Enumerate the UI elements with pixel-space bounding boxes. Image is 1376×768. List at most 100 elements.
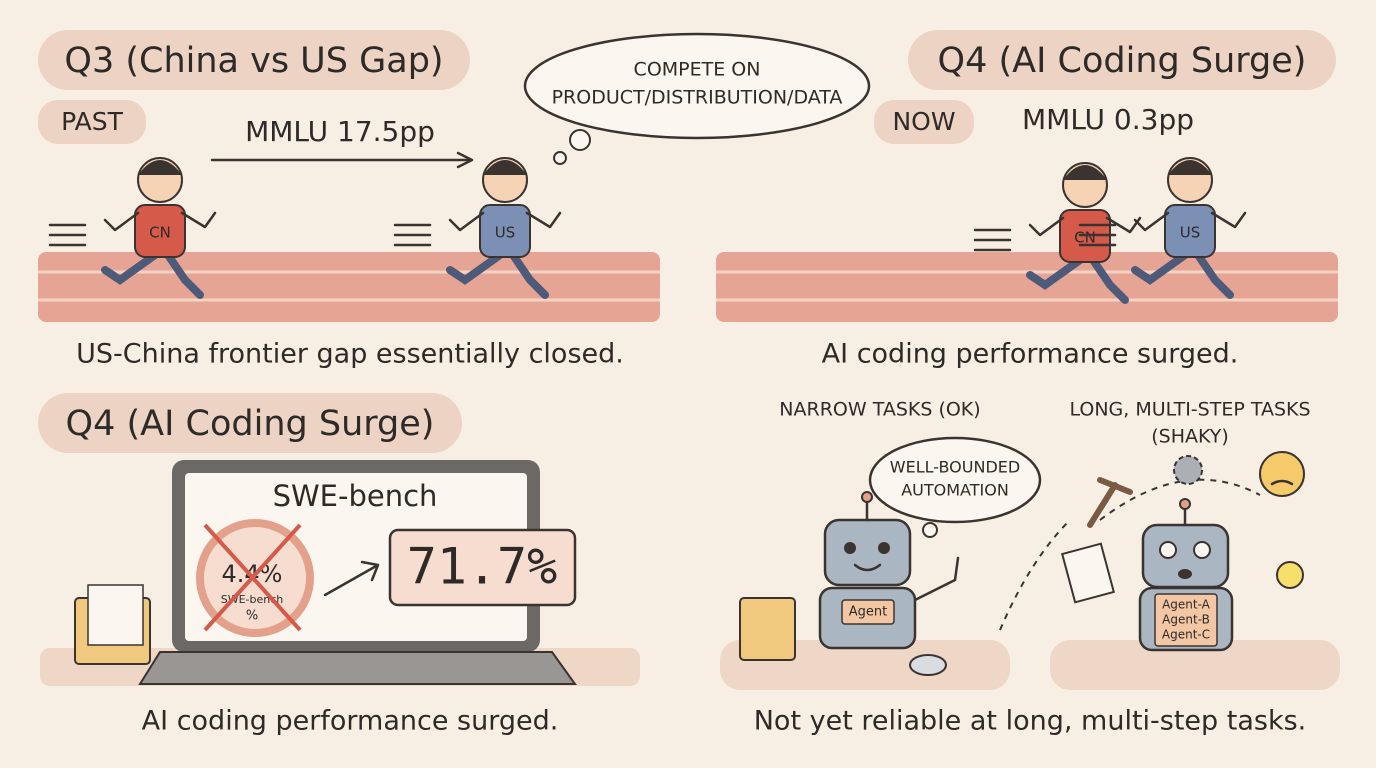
- long-label: (SHAKY): [1151, 426, 1229, 448]
- runner-arm: [448, 211, 485, 232]
- eye: [1193, 541, 1211, 559]
- panel-agents: NARROW TASKS (OK) LONG, MULTI-STEP TASKS…: [720, 399, 1340, 737]
- tag: NOW: [892, 107, 955, 136]
- new-score: 71.7%: [407, 538, 558, 596]
- title-pill: [908, 30, 1336, 90]
- runner-leg: [509, 251, 549, 299]
- score-box: [388, 528, 577, 607]
- mouse: [909, 654, 947, 676]
- cross: [203, 523, 302, 632]
- lightbulb: [1276, 561, 1304, 589]
- tag-pill: [38, 100, 146, 144]
- runner-arm: [180, 211, 217, 229]
- runner-shirt: [1164, 204, 1216, 258]
- runner: CN: [973, 162, 1142, 304]
- runner-arm: [1210, 211, 1247, 229]
- desk: [1050, 640, 1340, 690]
- caption: Not yet reliable at long, multi-step tas…: [754, 706, 1307, 737]
- runner: US: [393, 157, 562, 299]
- runner-leg: [101, 251, 159, 285]
- agent-label: Agent-C: [1162, 628, 1210, 642]
- screen-title: SWE-bench: [273, 479, 438, 513]
- runner-shirt: [134, 204, 186, 258]
- track: [716, 252, 1338, 322]
- worried-face: [1259, 451, 1305, 497]
- thought-line: AUTOMATION: [901, 481, 1009, 500]
- runner-leg: [1131, 251, 1189, 285]
- runner-arm: [1028, 216, 1065, 237]
- runner-leg: [446, 251, 504, 285]
- caption: US-China frontier gap essentially closed…: [76, 339, 624, 370]
- thought-bubble: [868, 436, 1042, 524]
- arrow-head: [456, 151, 474, 169]
- runner-shirt: [479, 204, 531, 258]
- robot-badge: [841, 599, 895, 625]
- runner-hair: [1168, 160, 1212, 175]
- runner-arm: [1133, 211, 1170, 232]
- panel-q4-laptop: Q4 (AI Coding Surge) SWE-bench 4.4% SWE-…: [38, 393, 640, 737]
- thumb-arm: [913, 556, 960, 602]
- bubble-dot: [922, 522, 938, 538]
- narrow-label: NARROW TASKS (OK): [779, 399, 980, 421]
- metric: MMLU 0.3pp: [1022, 103, 1194, 136]
- track: [38, 252, 660, 322]
- eye: [878, 542, 890, 554]
- mouth: [1178, 569, 1192, 579]
- caption: AI coding performance surged.: [822, 339, 1239, 370]
- thought-bubble: [523, 32, 871, 140]
- dashed-path: [999, 519, 1071, 631]
- runner-arm: [103, 211, 140, 232]
- eye: [844, 542, 856, 554]
- frown: [1270, 479, 1294, 486]
- runner-hair: [138, 160, 182, 175]
- metric: MMLU 17.5pp: [245, 115, 435, 148]
- long-label: LONG, MULTI-STEP TASKS: [1069, 399, 1310, 421]
- runner-hair: [1063, 165, 1107, 180]
- title-pill: [38, 30, 470, 90]
- antenna-tip: [861, 491, 873, 503]
- panel-title: Q4 (AI Coding Surge): [938, 41, 1307, 81]
- runner: CN: [48, 157, 217, 299]
- runner-arm: [525, 211, 562, 229]
- improve-arrow: [323, 560, 380, 597]
- mouth: [853, 563, 882, 572]
- robot-badge: [1154, 593, 1218, 647]
- document: [1060, 542, 1116, 604]
- dashed-path: [1099, 478, 1261, 521]
- runner: US: [1078, 157, 1247, 299]
- panel-q4-race: Q4 (AI Coding Surge) NOW MMLU 0.3pp CN US…: [716, 30, 1338, 370]
- runner-leg: [1089, 256, 1129, 304]
- runner-label: CN: [149, 224, 171, 242]
- robot-head: [823, 518, 912, 587]
- gear: [1173, 455, 1203, 485]
- runner-label: US: [495, 224, 516, 242]
- antenna-tip: [1179, 498, 1191, 510]
- panel-title: Q4 (AI Coding Surge): [66, 404, 435, 444]
- panel-q3: Q3 (China vs US Gap) PAST MMLU 17.5pp CO…: [38, 30, 871, 370]
- runner-leg: [1026, 256, 1084, 290]
- bubble-dot: [569, 129, 591, 151]
- agent-label: Agent: [849, 605, 887, 620]
- agent-label: Agent-B: [1162, 613, 1210, 627]
- thought-line: COMPETE ON: [634, 59, 761, 81]
- caption: AI coding performance surged.: [142, 706, 559, 737]
- thought-line: WELL-BOUNDED: [890, 458, 1020, 477]
- bubble-dot: [553, 151, 567, 165]
- thought-line: PRODUCT/DISTRIBUTION/DATA: [552, 87, 843, 109]
- eye: [1159, 541, 1177, 559]
- agent-label: Agent-A: [1162, 598, 1211, 612]
- paper: [87, 584, 144, 646]
- panel-title: Q3 (China vs US Gap): [64, 41, 443, 81]
- folder: [739, 597, 796, 661]
- runner-hair: [483, 160, 527, 175]
- runner-label: CN: [1074, 229, 1096, 247]
- hammer: [1087, 477, 1133, 528]
- runner-leg: [1194, 251, 1234, 299]
- laptop-base: [138, 651, 577, 685]
- runner-leg: [164, 251, 204, 299]
- title-pill: [38, 393, 462, 453]
- tag: PAST: [61, 107, 123, 136]
- runner-label: US: [1180, 224, 1201, 242]
